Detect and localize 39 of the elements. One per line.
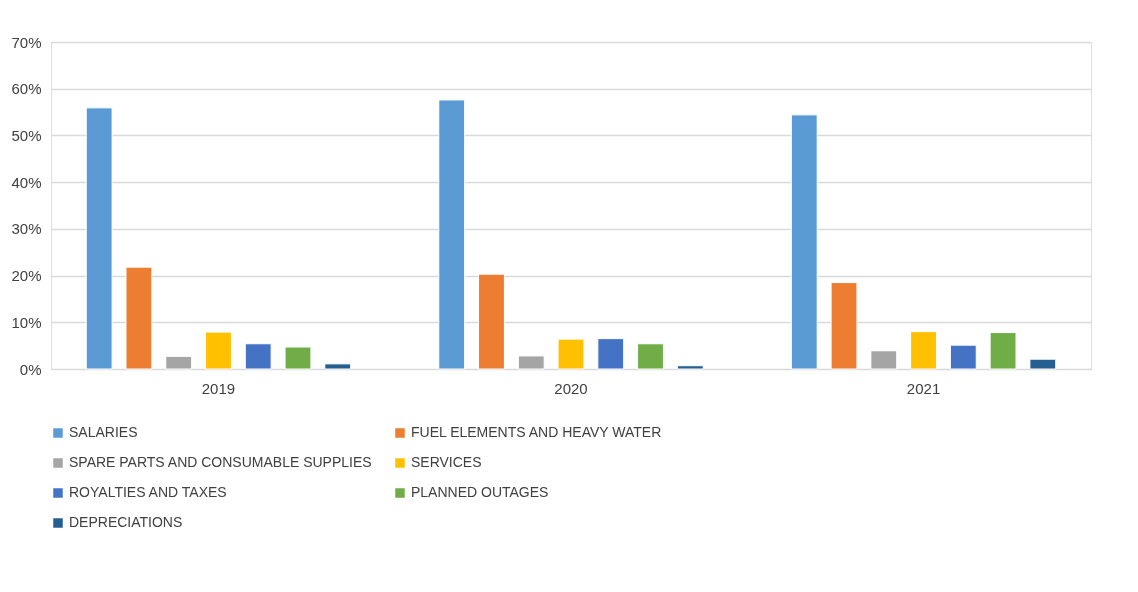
bar xyxy=(478,273,505,370)
x-tick-label: 2020 xyxy=(554,379,588,397)
y-tick-label: 70% xyxy=(11,33,42,51)
bar xyxy=(125,266,153,370)
legend-label: SALARIES xyxy=(69,424,138,440)
legend-label: FUEL ELEMENTS AND HEAVY WATER xyxy=(411,424,662,440)
bar xyxy=(557,338,585,370)
bar xyxy=(870,350,898,370)
legend-label: SPARE PARTS AND CONSUMABLE SUPPLIES xyxy=(69,454,372,470)
bar xyxy=(284,346,312,370)
legend-label: DEPRECIATIONS xyxy=(69,514,183,530)
bar xyxy=(989,332,1017,370)
bar xyxy=(517,355,545,370)
bar xyxy=(949,344,977,370)
y-tick-label: 10% xyxy=(11,313,42,331)
x-tick-label: 2019 xyxy=(201,379,236,397)
bar xyxy=(324,363,352,370)
bar xyxy=(790,114,818,370)
bar xyxy=(438,99,466,370)
y-tick-label: 20% xyxy=(11,267,42,285)
bar xyxy=(676,365,704,370)
bar xyxy=(165,355,193,370)
y-tick-label: 0% xyxy=(19,360,42,378)
bar xyxy=(85,107,113,370)
bar xyxy=(637,343,664,370)
legend-label: ROYALTIES AND TAXES xyxy=(69,484,227,500)
y-tick-label: 30% xyxy=(11,220,42,238)
x-tick-label: 2021 xyxy=(906,379,941,397)
y-tick-label: 50% xyxy=(11,126,42,144)
y-tick-label: 60% xyxy=(11,80,42,98)
legend-label: SERVICES xyxy=(411,454,482,470)
bar xyxy=(244,343,272,370)
bar xyxy=(910,331,937,370)
bar xyxy=(1029,358,1057,370)
bar xyxy=(830,282,858,370)
bar xyxy=(205,331,232,370)
y-tick-label: 40% xyxy=(11,173,42,191)
legend-label: PLANNED OUTAGES xyxy=(411,484,549,500)
bar xyxy=(597,338,625,370)
